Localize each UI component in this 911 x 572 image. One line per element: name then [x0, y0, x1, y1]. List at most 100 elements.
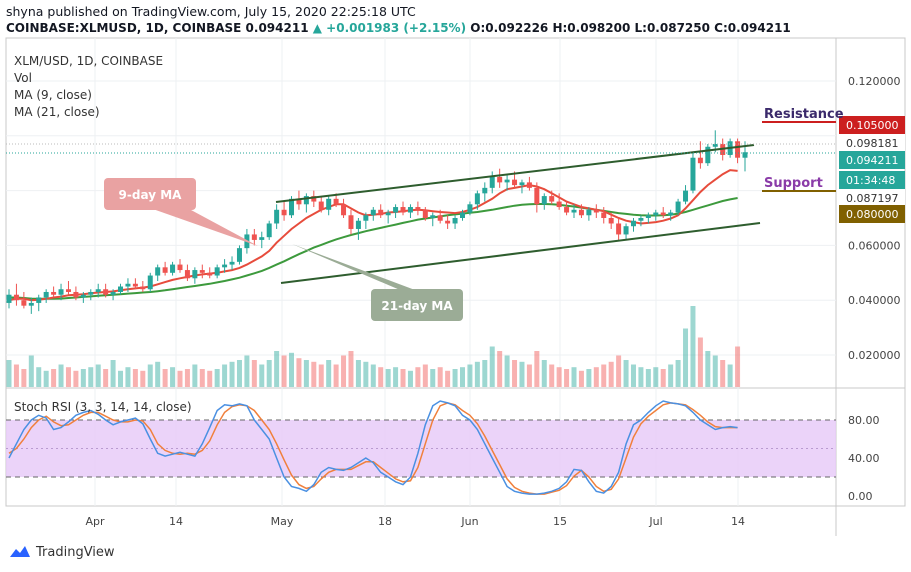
candle [192, 267, 198, 284]
volume-bar [504, 355, 510, 387]
candle-body [437, 215, 443, 221]
tradingview-logo-icon [10, 546, 30, 557]
stoch-rsi-label: Stoch RSI (3, 3, 14, 14, close) [14, 400, 192, 414]
candle-body [489, 176, 495, 188]
candle-body [504, 179, 510, 183]
ma21-callout-label: 21-day MA [381, 299, 453, 313]
candle [207, 267, 213, 279]
candle-body [653, 212, 659, 216]
volume-bar [192, 364, 198, 387]
candle-body [222, 264, 228, 268]
candle [125, 278, 131, 292]
candle-body [482, 187, 488, 194]
volume-bar [564, 369, 570, 387]
volume-bar [318, 364, 324, 387]
candle [668, 209, 674, 221]
volume-bar [58, 364, 64, 387]
candle-body [266, 223, 272, 238]
volume-bar [6, 360, 12, 387]
candle [155, 264, 161, 282]
candle-body [88, 291, 94, 295]
volume-bar [147, 364, 153, 387]
candle [318, 196, 324, 213]
volume-bar [21, 369, 27, 387]
candle [281, 201, 287, 221]
candle [348, 209, 354, 235]
candle-body [326, 198, 332, 210]
candle-body [170, 264, 176, 273]
candle [162, 261, 168, 276]
candle-body [564, 207, 570, 213]
footer-brand[interactable]: TradingView [8, 544, 115, 560]
volume-bar [36, 367, 42, 387]
candle-body [236, 248, 242, 262]
volume-bar [445, 370, 451, 387]
candle-body [289, 198, 295, 216]
candle [229, 256, 235, 271]
candle [534, 182, 540, 213]
volume-bar [170, 367, 176, 387]
last-price: 0.094211 [245, 21, 309, 35]
volume-bar [28, 355, 34, 387]
candle-body [251, 234, 257, 240]
symbol-name[interactable]: COINBASE:XLMUSD, 1D, COINBASE [6, 21, 242, 35]
volume-bar [385, 369, 391, 387]
candle-body [549, 196, 555, 202]
volume-bar [578, 370, 584, 387]
volume-bar [110, 360, 116, 387]
candle [675, 198, 681, 216]
candle-body [281, 209, 287, 216]
candle-body [333, 198, 339, 205]
volume-bar [378, 367, 384, 387]
low-value: L:0.087250 [634, 21, 710, 35]
candle-body [660, 212, 666, 216]
candle [474, 190, 480, 210]
candle-body [519, 182, 525, 186]
candle [660, 207, 666, 218]
candle-body [578, 209, 584, 216]
time-tick-label: May [271, 515, 294, 528]
candle-body [155, 267, 161, 276]
candle-body [355, 220, 361, 229]
candle-body [668, 212, 674, 216]
candle-body [162, 267, 168, 273]
volume-bar [207, 370, 213, 387]
volume-bar [437, 367, 443, 387]
candle-body [132, 283, 138, 287]
candle [400, 201, 406, 216]
candle-body [452, 218, 458, 224]
volume-bar [393, 367, 399, 387]
volume-bar [341, 355, 347, 387]
candle [549, 190, 555, 205]
candle-body [192, 270, 198, 279]
volume-bar [132, 369, 138, 387]
brand-name: TradingView [36, 544, 115, 560]
volume-bar [534, 351, 540, 387]
legend-title: XLM/USD, 1D, COINBASE [14, 54, 164, 68]
volume-bar [705, 351, 711, 387]
candle [630, 218, 636, 232]
time-tick-label: 14 [169, 515, 183, 528]
candle-body [51, 291, 57, 295]
volume-bar [638, 367, 644, 387]
candle [601, 207, 607, 224]
volume-bar [236, 360, 242, 387]
candle [95, 283, 101, 298]
volume-bar [526, 364, 532, 387]
candle [214, 264, 220, 279]
candle [504, 174, 510, 191]
volume-bar [519, 361, 525, 387]
volume-bar [184, 369, 190, 387]
time-tick-label: Jun [460, 515, 478, 528]
ma21-line [9, 197, 738, 300]
candle [489, 171, 495, 194]
candle [526, 176, 532, 191]
candle [430, 212, 436, 227]
candle-body [393, 207, 399, 213]
candle [497, 168, 503, 188]
ma21-callout-box [371, 289, 463, 321]
candle-body [147, 275, 153, 290]
volume-bar [452, 369, 458, 387]
